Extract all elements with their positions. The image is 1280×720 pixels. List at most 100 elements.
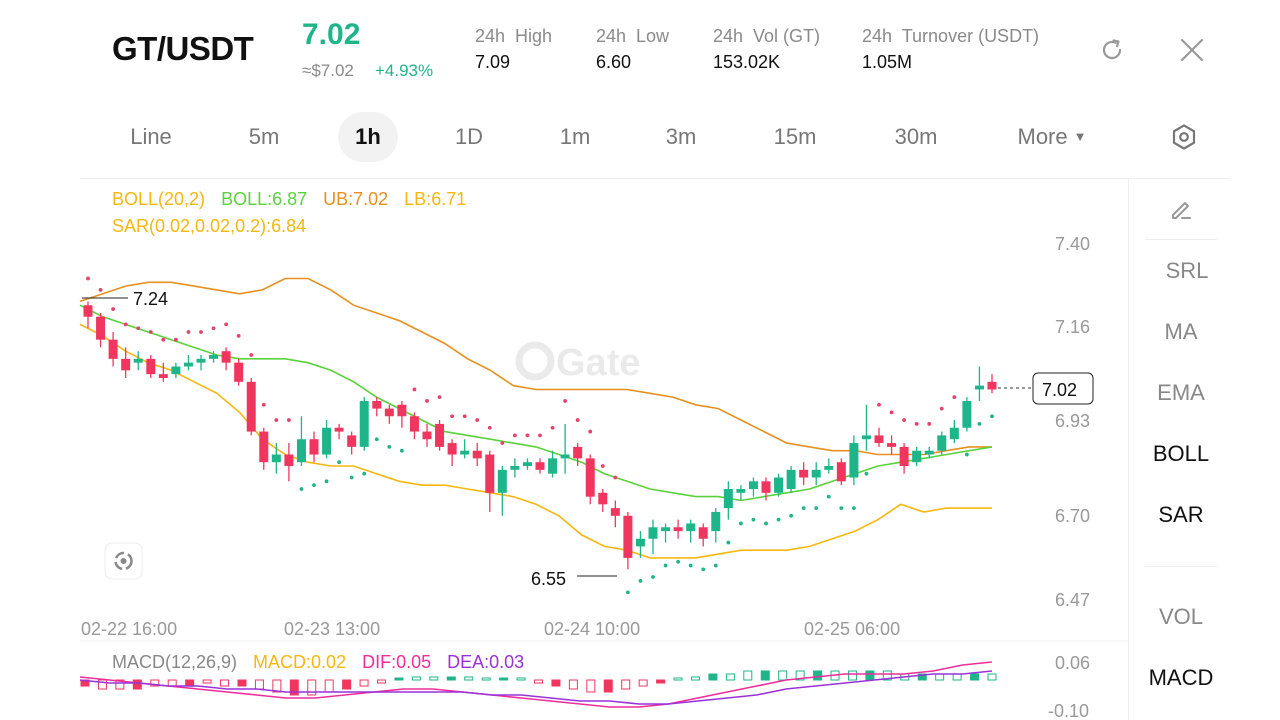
- timeframe-15m[interactable]: 15m: [773, 124, 817, 149]
- candle-body: [146, 358, 156, 375]
- chart-area[interactable]: Gate 7.40 7.16 6.93 6.70 6.47 02-22 16:0…: [0, 178, 1130, 720]
- sar-dot: [111, 307, 116, 311]
- candle-body: [171, 366, 181, 375]
- sar-dot: [324, 479, 329, 484]
- kline-chart[interactable]: Gate 7.40 7.16 6.93 6.70 6.47 02-22 16:0…: [0, 178, 1130, 720]
- candle-body: [108, 339, 118, 359]
- sar-dot: [927, 422, 932, 426]
- sar-dot: [299, 487, 304, 491]
- macd-bar: [289, 679, 299, 696]
- macd-bar: [987, 673, 997, 681]
- sar-dot: [286, 418, 291, 422]
- indicator-sar[interactable]: SAR: [1158, 502, 1204, 527]
- high-marker: 7.24: [82, 289, 168, 309]
- candle-body: [121, 358, 131, 371]
- timeframe-1m[interactable]: 1m: [559, 124, 591, 149]
- candle-body: [899, 446, 909, 467]
- candle-body: [711, 511, 721, 532]
- indicator-ema[interactable]: EMA: [1157, 380, 1205, 405]
- sar-dot: [738, 521, 743, 526]
- time-tick: 02-25 06:00: [804, 619, 900, 639]
- sar-dot: [575, 418, 580, 422]
- timeframe-1h[interactable]: 1h: [338, 112, 398, 162]
- sar-dot: [437, 395, 442, 400]
- indicator-srl[interactable]: SRL: [1165, 258, 1209, 283]
- sar-dot: [512, 433, 517, 438]
- candle-body: [246, 381, 256, 432]
- macd-bar: [708, 673, 718, 681]
- candle-body: [133, 358, 143, 363]
- candle-body: [535, 462, 545, 470]
- candle-body: [610, 508, 620, 516]
- candle-body: [522, 462, 532, 467]
- sar-dot: [600, 464, 605, 468]
- candle-body: [296, 439, 306, 463]
- macd-bar: [185, 679, 195, 687]
- sar-dot: [964, 452, 969, 457]
- macd-bar: [237, 679, 247, 687]
- candle-body: [322, 427, 332, 455]
- sar-dot: [199, 330, 203, 334]
- candle-body: [573, 446, 583, 459]
- macd-bar: [307, 679, 317, 696]
- timeframe-1d[interactable]: 1D: [454, 124, 484, 149]
- candle-body: [83, 305, 93, 317]
- macd-bar: [743, 670, 753, 681]
- main-legend-line-1: BOLL(20,2) BOLL:6.87 UB:7.02 LB:6.71: [112, 189, 482, 210]
- candle-body: [799, 469, 809, 478]
- macd-params: MACD(12,26,9): [112, 652, 238, 672]
- timeframe-3m[interactable]: 3m: [665, 124, 697, 149]
- close-icon[interactable]: [1178, 36, 1206, 64]
- sar-dot: [173, 337, 178, 342]
- rotate-icon: [114, 551, 133, 571]
- candle-body: [548, 458, 558, 474]
- candle-body: [234, 362, 244, 382]
- candle-body: [447, 443, 457, 455]
- sar-dot: [337, 460, 342, 465]
- boll-upper-line: [79, 277, 992, 456]
- candle-body: [736, 488, 746, 493]
- stat-value: 1.05M: [862, 52, 913, 72]
- candle-body: [221, 351, 231, 363]
- draw-tool-button[interactable]: [1129, 196, 1233, 226]
- macd-panel: [79, 661, 997, 708]
- indicator-vol[interactable]: VOL: [1158, 604, 1204, 629]
- sar-dot: [525, 433, 530, 438]
- sar-dot: [86, 276, 90, 281]
- timeframe-5m[interactable]: 5m: [248, 124, 280, 149]
- timeframe-more-dropdown[interactable]: More ▼: [1002, 112, 1102, 162]
- macd-bar: [586, 679, 596, 693]
- candle-body: [372, 400, 382, 409]
- refresh-icon[interactable]: [1098, 36, 1126, 64]
- candle-body: [485, 454, 495, 493]
- dea-line: [79, 670, 993, 705]
- stat-24h-high: 24h High 7.09: [475, 26, 552, 73]
- indicator-boll[interactable]: BOLL: [1152, 441, 1210, 466]
- macd-bar: [882, 670, 892, 681]
- macd-bar: [551, 679, 561, 687]
- candle-body: [560, 454, 570, 459]
- sar-dot: [713, 563, 718, 568]
- candle-body: [912, 450, 922, 463]
- timeframe-30m[interactable]: 30m: [894, 124, 938, 149]
- macd-bar: [656, 679, 666, 684]
- reset-view-button[interactable]: [104, 542, 143, 580]
- sar-dot: [764, 521, 768, 526]
- macd-bar: [342, 679, 352, 690]
- indicator-macd[interactable]: MACD: [1148, 665, 1214, 690]
- sar-dot: [801, 506, 806, 511]
- candle-body: [748, 481, 758, 489]
- macd-bar: [202, 679, 212, 684]
- macd-bar: [813, 670, 823, 681]
- caret-down-icon: ▼: [1073, 129, 1087, 144]
- timeframe-line[interactable]: Line: [130, 124, 172, 149]
- timeframe-bar: Line 5m 1h 1D 1m 3m 15m 30m More ▼: [80, 112, 1230, 162]
- indicator-ma[interactable]: MA: [1164, 319, 1198, 344]
- sar-dot: [676, 559, 681, 564]
- candle-body: [397, 404, 407, 417]
- hexagon-settings-icon[interactable]: [1170, 123, 1198, 151]
- macd-bar: [115, 679, 125, 690]
- macd-bar: [917, 673, 927, 681]
- sar-dot: [462, 414, 467, 419]
- sar-dot: [864, 471, 869, 476]
